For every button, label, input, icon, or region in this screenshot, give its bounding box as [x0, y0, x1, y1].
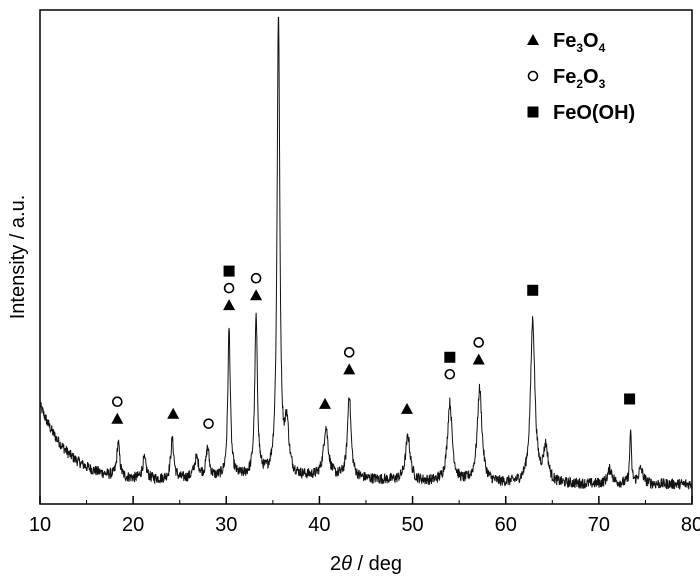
circle-marker	[473, 337, 485, 348]
legend-label: Fe3O4	[553, 30, 606, 55]
legend-label: Fe2O3	[553, 66, 606, 91]
circle-marker	[343, 347, 355, 358]
x-axis-title: 2θ / deg	[330, 553, 402, 575]
square-marker	[223, 265, 235, 277]
triangle-marker	[319, 397, 332, 409]
triangle-marker	[250, 289, 263, 301]
x-tick-label: 80	[681, 514, 700, 536]
triangle-marker	[343, 363, 356, 375]
peak-markers	[111, 265, 636, 429]
x-tick-label: 50	[401, 514, 423, 536]
triangle-marker	[527, 34, 539, 45]
square-marker	[527, 106, 539, 118]
circle-marker	[250, 272, 262, 284]
square-marker	[444, 351, 456, 363]
triangle-marker	[167, 407, 180, 419]
x-tick-label: 30	[215, 514, 237, 536]
square-marker	[527, 284, 539, 296]
triangle-marker	[111, 412, 124, 424]
triangle-marker	[400, 402, 413, 414]
square-marker	[624, 393, 636, 405]
x-axis-ticks: 10 20 30 40 50 60 70 80	[29, 496, 700, 536]
circle-marker	[527, 70, 539, 82]
x-tick-label: 10	[29, 514, 51, 536]
y-axis-title: Intensity / a.u.	[7, 195, 29, 320]
circle-marker	[112, 396, 123, 408]
x-tick-label: 70	[588, 514, 610, 536]
legend-label: FeO(OH)	[553, 102, 635, 124]
triangle-marker	[472, 353, 485, 365]
legend: Fe3O4 Fe2O3 FeO(OH)	[527, 30, 635, 124]
spectrum-group	[39, 16, 693, 490]
x-tick-label: 40	[308, 514, 330, 536]
circle-marker	[223, 282, 235, 294]
x-tick-label: 20	[122, 514, 144, 536]
triangle-marker	[223, 299, 236, 311]
x-tick-label: 60	[495, 514, 517, 536]
circle-marker	[203, 418, 214, 429]
xrd-spectrum	[39, 16, 693, 490]
circle-marker	[444, 368, 456, 380]
